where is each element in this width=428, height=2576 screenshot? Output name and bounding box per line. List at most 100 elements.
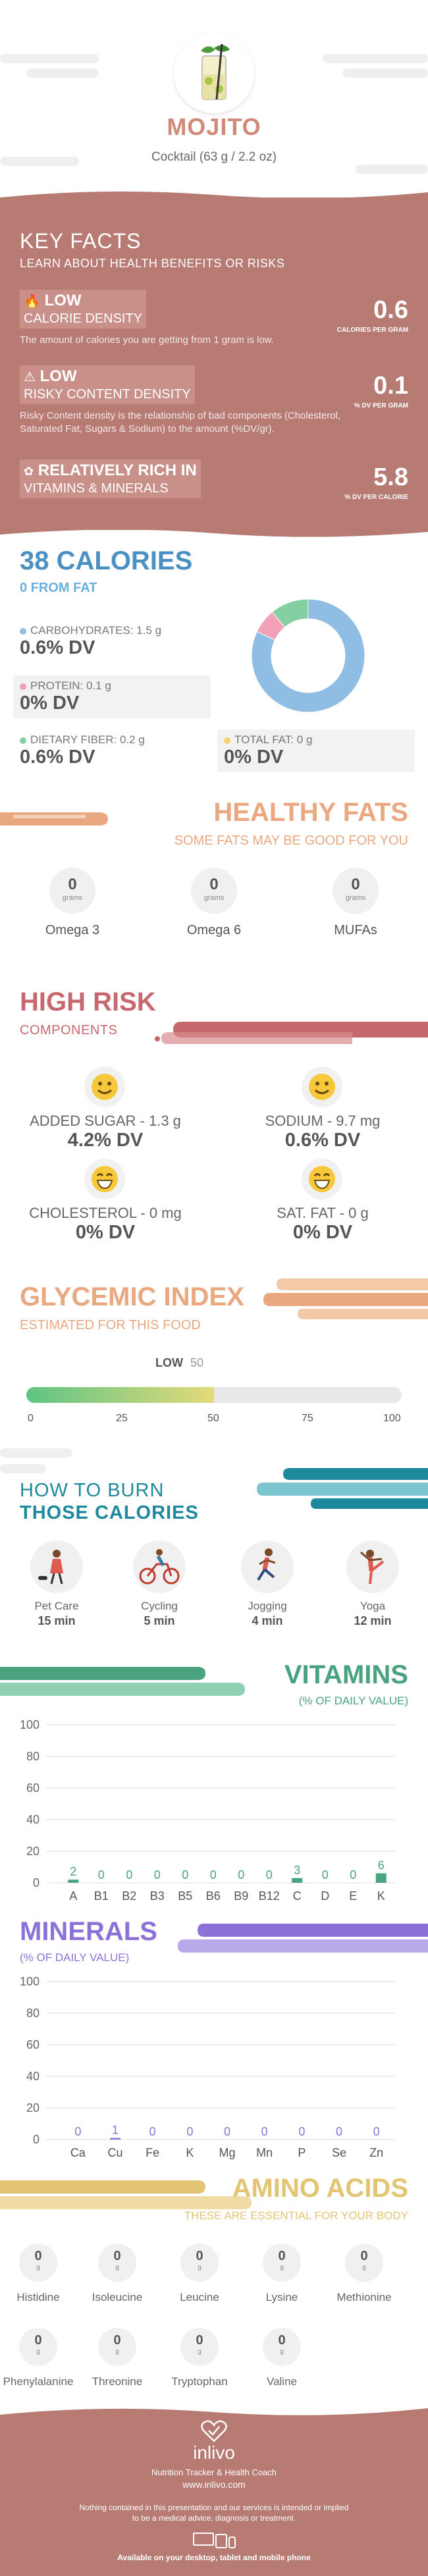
warning-icon: ⚠ xyxy=(24,370,36,384)
vitamin-value-label: 0 xyxy=(182,1868,188,1881)
amino-unit: g xyxy=(198,2264,201,2271)
dog-walk-icon xyxy=(38,1550,63,1585)
amino-value: 0 xyxy=(196,2249,203,2263)
brand-tagline: Nutrition Tracker & Health Coach xyxy=(151,2467,277,2477)
fact-level: ⚠ LOW xyxy=(24,367,191,386)
carbohydrates-dv: 0.6% DV xyxy=(20,637,95,658)
key-facts-title: KEY FACTS xyxy=(20,229,142,253)
mineral-ytick-label: 60 xyxy=(26,2038,40,2051)
fact-tag: ✿ RELATIVELY RICH IN VITAMINS & MINERALS xyxy=(20,460,201,498)
mineral-value-label: 0 xyxy=(224,2125,230,2138)
mufas-value: 0 xyxy=(351,876,360,893)
vitamin-category-label: B5 xyxy=(178,1889,192,1903)
vitamin-ytick-label: 0 xyxy=(33,1876,40,1889)
footer-section: inlivo Nutrition Tracker & Health Coach … xyxy=(0,2416,428,2576)
fact-level: 🔥 LOW xyxy=(24,292,142,311)
vitamin-value-label: 0 xyxy=(322,1868,329,1881)
vitamin-category-label: A xyxy=(69,1889,77,1903)
vitamins-title: VITAMINS xyxy=(284,1660,408,1689)
added-sugar-label: ADDED SUGAR - 1.3 g xyxy=(30,1113,181,1129)
page-title: MOJITO xyxy=(167,113,261,140)
key-facts-section: KEY FACTS LEARN ABOUT HEALTH BENEFITS OR… xyxy=(0,197,428,530)
glycemic-rating: LOW 50 xyxy=(155,1356,203,1370)
leaf-icon: ✿ xyxy=(24,465,34,478)
mufas-label: MUFAs xyxy=(334,923,377,937)
decor-stripe xyxy=(0,812,108,826)
burn-calories-section: HOW TO BURN THOSE CALORIES Pet Care 15 m… xyxy=(0,1448,428,1666)
amino-unit: g xyxy=(198,2348,201,2355)
amino-value: 0 xyxy=(278,2333,286,2348)
decor-stripe xyxy=(0,1667,245,1696)
vitamins-bar-chart: 0204060801002A0B10B20B30B50B60B90B123C0D… xyxy=(20,1718,395,1903)
brand-logo[interactable]: inlivo xyxy=(193,2442,235,2463)
sat-fat-smiley xyxy=(302,1159,342,1199)
sodium-label: SODIUM - 9.7 mg xyxy=(265,1113,381,1129)
total-fat-label: TOTAL FAT: 0 g xyxy=(224,733,408,747)
added-sugar-smiley xyxy=(84,1066,125,1107)
fact-description: Risky Content density is the relationshi… xyxy=(20,410,340,434)
carbs-dot xyxy=(20,627,26,635)
omega3-circle: 0 grams xyxy=(49,868,95,914)
glycemic-tick: 75 xyxy=(302,1413,313,1424)
vitamin-bar-A xyxy=(68,1879,79,1883)
glycemic-tick: 0 xyxy=(28,1413,34,1424)
fact-level-text: LOW xyxy=(40,367,77,385)
decor-stripe xyxy=(0,2180,252,2209)
vitamin-ytick-label: 20 xyxy=(26,1845,40,1858)
healthy-fats-section: HEALTHY FATS SOME FATS MAY BE GOOD FOR Y… xyxy=(0,797,428,968)
key-facts-subtitle: LEARN ABOUT HEALTH BENEFITS OR RISKS xyxy=(20,257,285,270)
smiley-icon xyxy=(309,1074,335,1100)
mineral-value-label: 0 xyxy=(336,2125,342,2138)
fact-tag: 🔥 LOW CALORIE DENSITY xyxy=(20,290,147,329)
vitamin-category-label: C xyxy=(293,1889,302,1903)
high-risk-title: HIGH RISK xyxy=(20,987,156,1016)
decor-band xyxy=(342,68,428,78)
amino-unit: g xyxy=(36,2348,40,2355)
mineral-category-label: Mn xyxy=(256,2146,273,2159)
amino-unit: g xyxy=(36,2264,40,2271)
omega6-value: 0 xyxy=(209,876,219,893)
amino-value: 0 xyxy=(196,2333,203,2348)
fat-dot xyxy=(224,737,230,744)
pet-care-time: 15 min xyxy=(38,1614,76,1627)
mineral-value-label: 0 xyxy=(261,2125,268,2138)
mineral-ytick-label: 100 xyxy=(20,1975,40,1988)
fiber-label-text: DIETARY FIBER: 0.2 g xyxy=(30,733,145,746)
heart-logo-icon xyxy=(0,2420,428,2446)
mojito-image xyxy=(174,33,254,113)
wave-divider xyxy=(0,527,428,537)
sat-fat-label: SAT. FAT - 0 g xyxy=(277,1205,369,1221)
decor-band xyxy=(0,1464,46,1473)
decor-stripe xyxy=(263,1278,428,1319)
grin-icon xyxy=(309,1166,335,1192)
yoga-icon xyxy=(360,1550,385,1585)
mineral-value-label: 1 xyxy=(112,2124,119,2137)
mineral-value-label: 0 xyxy=(186,2125,193,2138)
fact-label: VITAMINS & MINERALS xyxy=(24,481,169,496)
grin-icon xyxy=(92,1166,118,1192)
fact-unit: % DV PER CALORIE xyxy=(344,494,408,501)
glycemic-index-section: GLYCEMIC INDEX ESTIMATED FOR THIS FOOD L… xyxy=(0,1277,428,1475)
cholesterol-label: CHOLESTEROL - 0 mg xyxy=(29,1205,182,1221)
mineral-ytick-label: 0 xyxy=(33,2133,40,2146)
fiber-dv: 0.6% DV xyxy=(20,747,95,768)
cycling-label: Cycling xyxy=(141,1600,178,1612)
disclaimer-line2: to be a medical advice, diagnosis or tre… xyxy=(132,2513,296,2523)
vitamin-value-label: 0 xyxy=(154,1868,161,1881)
vitamin-value-label: 0 xyxy=(126,1868,132,1881)
flame-icon: 🔥 xyxy=(24,294,40,309)
calories-from-fat: 0 FROM FAT xyxy=(20,581,97,595)
brand-website-link[interactable]: www.inlivo.com xyxy=(182,2479,246,2490)
jogging-circle xyxy=(241,1540,294,1593)
fiber-dot xyxy=(20,737,26,744)
decor-band xyxy=(0,157,79,166)
fact-label: CALORIE DENSITY xyxy=(24,311,143,326)
omega3-unit: grams xyxy=(62,894,83,902)
omega3-value: 0 xyxy=(68,876,77,893)
vitamin-value-label: 6 xyxy=(378,1859,385,1872)
vitamin-category-label: B3 xyxy=(150,1889,165,1903)
mineral-value-label: 0 xyxy=(149,2125,156,2138)
omega3-label: Omega 3 xyxy=(45,923,100,937)
